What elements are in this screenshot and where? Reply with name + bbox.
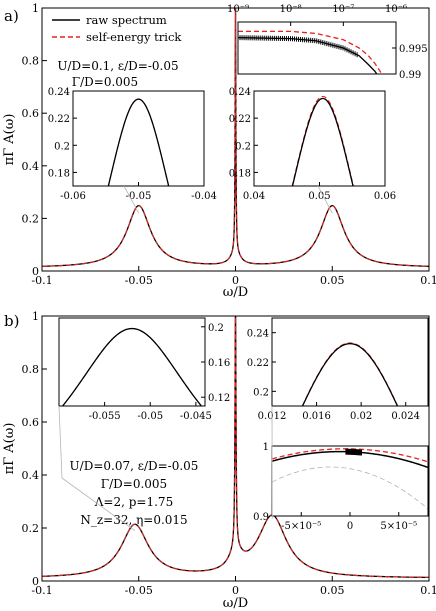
inset-a-top-series-trick [238,30,383,74]
inset-b-left-y-label: 0.16 [208,358,230,369]
inset-a-left-y-label: 0.22 [48,114,70,125]
x-tick-b-label: 0 [232,584,239,597]
panel-label-b: b) [4,312,19,330]
inset-b-left-x-label: -0.055 [89,411,121,422]
inset-a-left-x-label: -0.06 [60,191,86,202]
inset-b-right-y-label: 0.2 [253,387,269,398]
inset-a-top-x-label: 10⁻⁹ [227,4,249,15]
inset-a-left-series-raw [107,98,170,186]
legend-label-raw: raw spectrum [86,13,167,27]
inset-b-center-x-label: 0 [347,521,353,532]
x-axis-title-b: ω/D [223,596,248,611]
inset-a-top-x-label: 10⁻⁶ [385,4,407,15]
inset-b-center-bg [272,446,428,516]
inset-b-left-y-label: 0.2 [208,323,224,334]
inset-a-right-x-label: 0.04 [243,191,265,202]
inset-b-left-bg [59,318,205,406]
x-tick-a-label: 0.05 [320,274,345,287]
inset-b-center-y-label: 1 [263,442,269,453]
leader-b-left-2 [61,477,136,531]
inset-b-center-guide [272,466,428,510]
inset-a-right-bg [254,91,385,186]
inset-b-center-x-label: -5×10⁻⁵ [281,521,321,532]
leader-b-left-1 [58,405,63,479]
inset-b-left-y-label: 0.12 [208,393,230,404]
inset-b-center-series-trick [272,448,428,463]
annotation-b-params: U/D=0.07, ε/D=-0.05 [70,459,199,473]
y-tick-a-label: 1 [32,2,39,15]
x-tick-a-label: 0 [232,274,239,287]
inset-b-right-series-trick [301,342,399,406]
y-tick-a-label: 0.4 [22,160,40,173]
y-tick-b-label: 0.4 [22,469,40,482]
x-axis-title-a: ω/D [223,285,248,300]
x-tick-b-label: 0.1 [420,584,436,597]
inset-a-top-y-label: 0.99 [399,70,421,81]
inset-a-right-series-raw [291,97,354,186]
y-tick-a-label: 0.8 [22,55,40,68]
inset-a-right-x-label: 0.06 [374,191,396,202]
x-tick-a-label: -0.1 [31,274,52,287]
inset-a-left-y-label: 0.18 [48,168,70,179]
inset-b-left-x-label: -0.05 [137,411,163,422]
leader-a-left [123,185,140,214]
inset-b-center-y-label: 0.9 [253,512,269,523]
inset-a-right-x-label: 0.05 [308,191,330,202]
inset-b-right-y-label: 0.24 [247,329,269,340]
y-tick-b-label: 1 [32,310,39,323]
y-tick-b-label: 0.2 [22,522,40,535]
y-tick-b-label: 0.6 [22,416,40,429]
inset-a-top-y-label: 0.995 [399,44,428,55]
panel-label-a: a) [4,7,19,25]
inset-b-right-x-label: 0.016 [302,411,331,422]
annotation-b-gamma: Γ/D=0.005 [101,477,167,491]
inset-a-right-y-label: 0.18 [229,168,251,179]
inset-a-left-y-label: 0.2 [54,141,70,152]
legend-label-trick: self-energy trick [86,30,182,44]
inset-a-top-bg [238,22,396,74]
inset-b-left-x-label: -0.045 [180,411,212,422]
y-tick-a-label: 0.6 [22,107,40,120]
inset-a-top-x-label: 10⁻⁸ [280,4,302,15]
inset-a-right-y-label: 0.24 [229,87,251,98]
annotation-b-nz: N_z=32, η=0.015 [80,513,187,527]
y-axis-title-a: πΓ A(ω) [2,114,17,166]
inset-b-right-series-raw [301,343,399,406]
x-tick-a-label: 0.1 [420,274,436,287]
inset-b-left-series-raw [61,327,203,406]
series-self-energy-b [42,316,429,578]
inset-b-right-y-label: 0.22 [247,358,269,369]
inset-a-right-y-label: 0.22 [229,114,251,125]
inset-a-left-x-label: -0.04 [191,191,217,202]
annotation-a-params: U/D=0.1, ε/D=-0.05 [57,59,178,73]
y-tick-b-label: 0.8 [22,363,40,376]
inset-b-center-x-label: 5×10⁻⁵ [380,521,417,532]
y-axis-title-b: πΓ A(ω) [2,423,17,475]
annotation-a-gamma: Γ/D=0.005 [72,75,138,89]
x-tick-a-label: -0.05 [125,274,153,287]
inset-a-left-y-label: 0.24 [48,87,70,98]
inset-a-top-x-label: 10⁻⁷ [332,4,354,15]
inset-a-left-bg [73,91,204,186]
inset-a-left-x-label: -0.05 [126,191,152,202]
x-tick-b-label: -0.1 [31,584,52,597]
y-tick-b-label: 0 [32,575,39,588]
inset-a-right-y-label: 0.2 [235,141,251,152]
x-tick-b-label: 0.05 [320,584,345,597]
inset-b-right-x-label: 0.024 [391,411,420,422]
inset-b-right-x-label: 0.02 [350,411,372,422]
y-tick-a-label: 0.2 [22,212,40,225]
x-tick-b-label: -0.05 [125,584,153,597]
inset-b-right-bg [272,318,428,406]
leader-a-right [317,185,333,214]
annotation-b-lambda: Λ=2, p=1.75 [94,495,173,509]
y-tick-a-label: 0 [32,265,39,278]
series-self-energy-a [42,8,429,267]
